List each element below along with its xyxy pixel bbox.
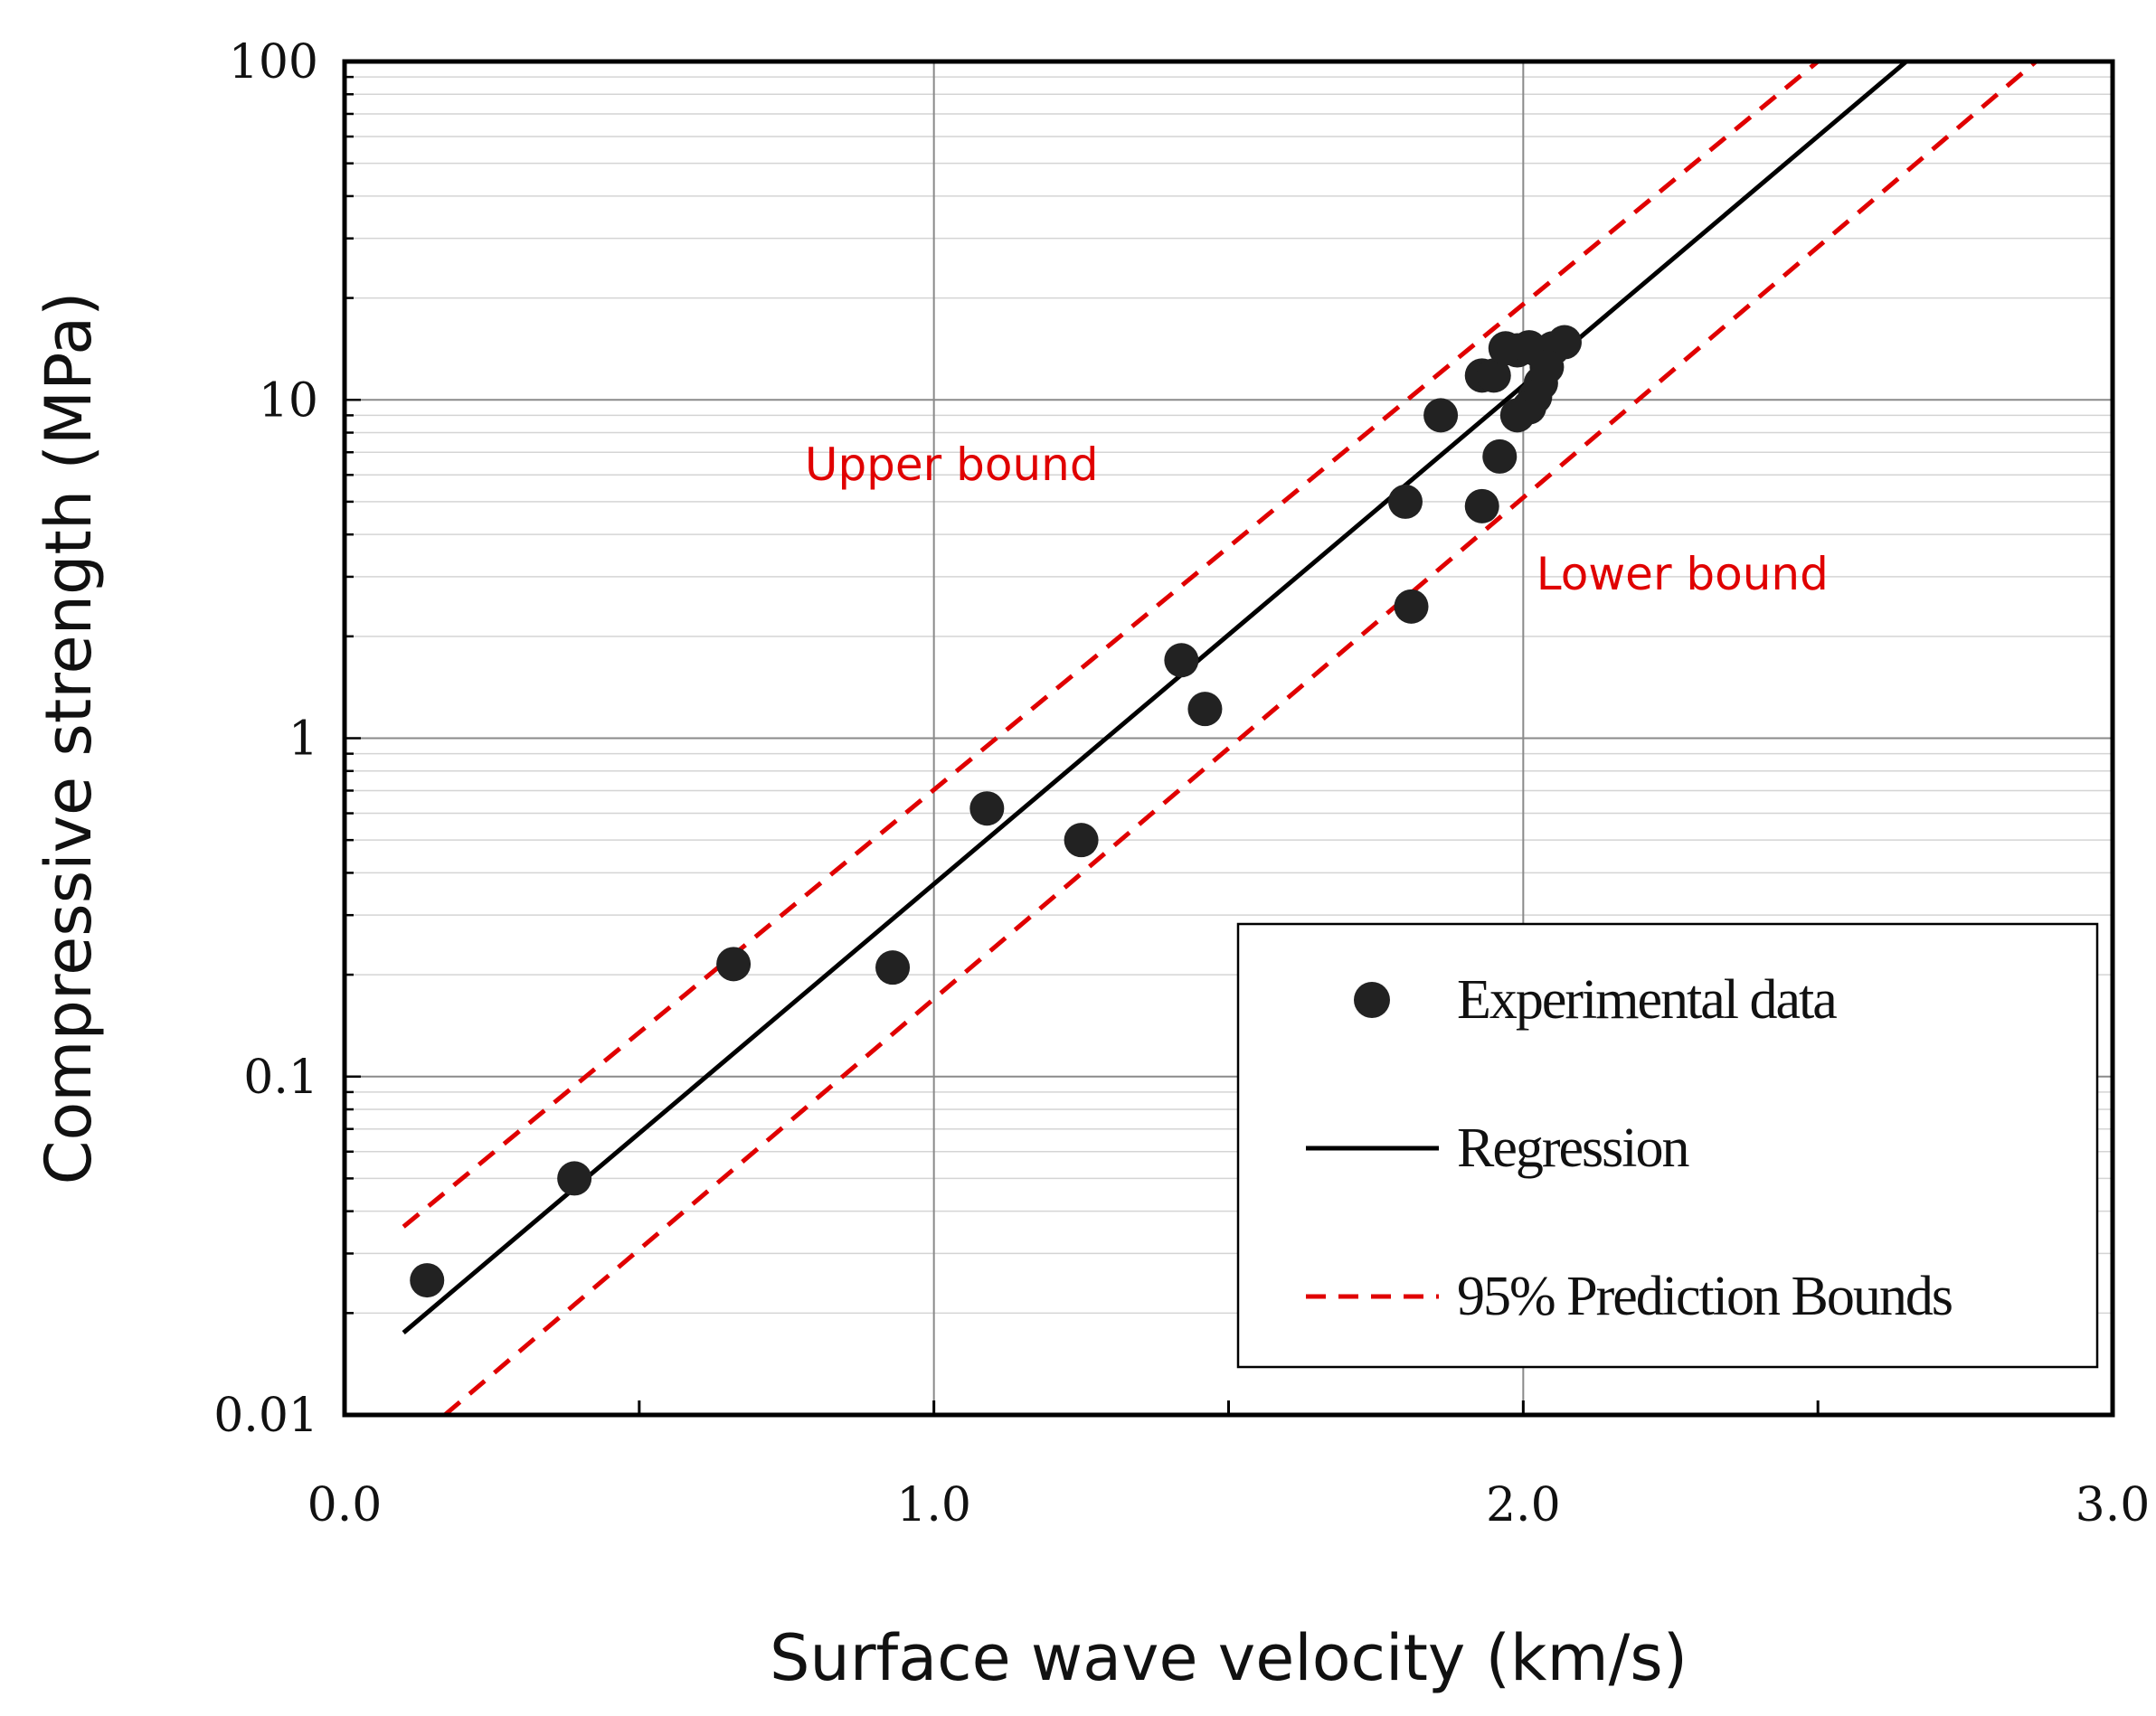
data-point	[410, 1263, 445, 1298]
y-tick-label: 1	[288, 712, 318, 767]
prediction-bound-line	[443, 61, 2038, 1415]
annotations: Upper bound Lower bound	[805, 438, 1829, 600]
data-point	[1423, 398, 1459, 433]
y-tick-label: 100	[229, 35, 318, 90]
data-point	[716, 947, 752, 982]
x-tick-label: 1.0	[896, 1478, 971, 1532]
data-point	[1388, 484, 1423, 519]
data-point	[1164, 643, 1199, 678]
tick-marks	[343, 75, 2114, 1417]
y-tick-label: 0.01	[213, 1389, 318, 1443]
prediction-bound-line	[402, 61, 1820, 1229]
data-point	[1064, 823, 1099, 858]
x-tick-label: 0.0	[307, 1478, 383, 1532]
data-point	[1464, 488, 1499, 523]
legend-label-prediction-bounds: 95% Prediction Bounds	[1457, 1266, 1952, 1327]
x-tick-label: 2.0	[1486, 1478, 1561, 1532]
data-point	[969, 791, 1005, 826]
legend-label-experimental-data: Experimental data	[1457, 969, 1837, 1031]
y-tick-label: 0.1	[243, 1051, 318, 1105]
lower-bound-label: Lower bound	[1537, 548, 1829, 600]
y-tick-label: 10	[259, 373, 318, 428]
data-point	[1187, 692, 1223, 727]
data-point	[557, 1161, 592, 1196]
data-point	[1476, 358, 1511, 393]
regression-line	[402, 61, 1908, 1334]
data-point	[1499, 398, 1535, 433]
y-axis-title: Compressive strength (MPa)	[32, 292, 106, 1185]
data-point	[1482, 438, 1518, 474]
data-point	[875, 950, 911, 985]
legend-label-regression: Regression	[1457, 1117, 1690, 1179]
data-point	[1546, 325, 1582, 360]
data-point	[1394, 589, 1429, 624]
plot-area	[402, 61, 2038, 1415]
x-tick-label: 3.0	[2076, 1478, 2151, 1532]
x-axis-title: Surface wave velocity (km/s)	[770, 1621, 1688, 1695]
upper-bound-label: Upper bound	[805, 438, 1099, 491]
legend: Experimental data Regression 95% Predict…	[1236, 922, 2099, 1369]
tick-labels: 0.0 1.0 2.0 3.0 0.01 0.1 1 10 100	[213, 35, 2150, 1532]
legend-marker-experimental-data	[1354, 982, 1390, 1018]
series-layer	[402, 61, 2038, 1415]
